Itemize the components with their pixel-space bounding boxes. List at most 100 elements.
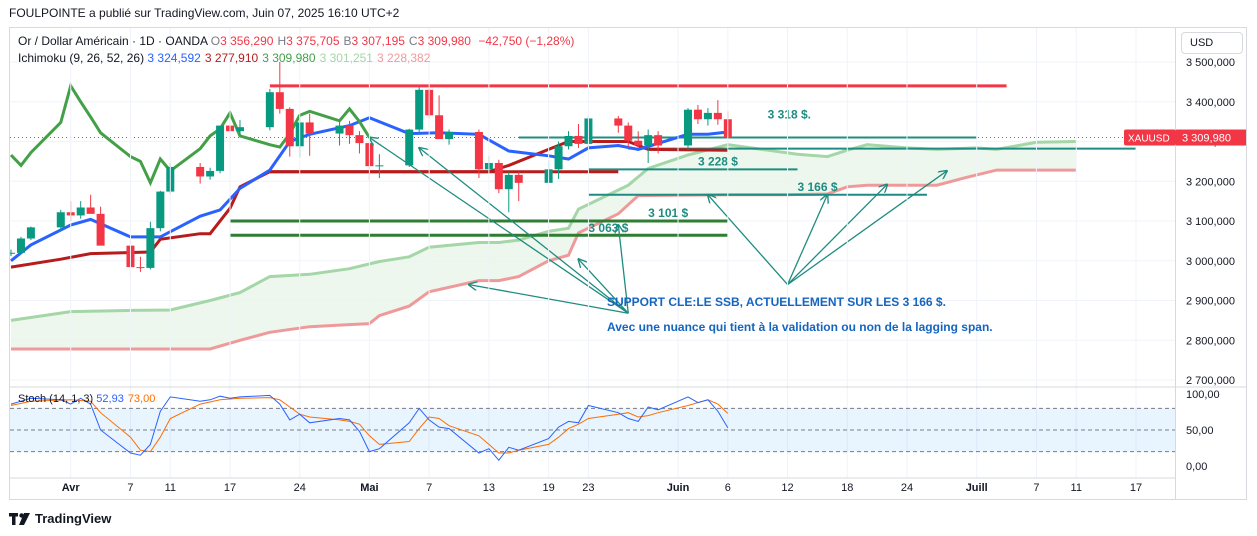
stoch-values: 52,93 73,00 [96, 393, 159, 405]
stoch-k-line [10, 394, 729, 461]
time-tick-label: 24 [901, 482, 913, 494]
candle [435, 95, 444, 140]
annotation-arrow [786, 195, 828, 285]
stoch-label[interactable]: Stoch (14, 1, 3) [18, 393, 94, 405]
time-tick-label: 11 [1071, 482, 1082, 494]
level-label: 3 318 $. [768, 107, 811, 121]
candle [76, 201, 85, 219]
candle-body [703, 112, 712, 120]
candle-body [156, 191, 165, 229]
candle-body [415, 89, 424, 130]
candle [56, 209, 65, 231]
stoch-d-line [10, 397, 729, 454]
candle [494, 159, 503, 194]
candle [16, 236, 25, 255]
time-tick-label: 7 [1033, 482, 1039, 494]
candle [156, 190, 165, 232]
annotation-arrow [369, 138, 629, 314]
candle-body [654, 135, 663, 146]
annotation-arrow [708, 195, 789, 286]
candle-body [713, 112, 722, 120]
senkou-span-a-line [10, 140, 1077, 322]
candle [10, 249, 15, 256]
ohlc-key: H [277, 34, 287, 48]
candle-body [435, 115, 444, 140]
symbol-legend: Or / Dollar Américain · 1D · OANDA O3 35… [18, 34, 574, 48]
annotation-note-2: Avec une nuance qui tient à la validatio… [607, 320, 993, 334]
ichimoku-value: 3 277,910 [204, 51, 259, 65]
candle-body [345, 125, 354, 136]
candle [405, 128, 414, 167]
price-change: −42,750 (−1,28%) [478, 34, 575, 48]
time-tick-label: 19 [542, 482, 554, 494]
candle [206, 167, 215, 180]
candle-body [305, 122, 314, 134]
level-label: 3 228 $ [698, 154, 738, 168]
price-tick-label: 3 100,000 [1186, 216, 1235, 228]
candle [683, 108, 692, 150]
price-tick-label: 3 400,000 [1186, 97, 1235, 109]
candle [265, 89, 274, 131]
ohlc-value: 3 307,195 [351, 34, 405, 48]
tradingview-logo[interactable]: TradingView [9, 511, 111, 526]
ohlc-values: O3 356,290 H3 375,705 B3 307,195 C3 309,980 [211, 34, 475, 48]
candle-body [614, 118, 623, 126]
brand-name: TradingView [35, 511, 112, 526]
candle-body [375, 165, 384, 167]
candle-body [564, 135, 573, 147]
candle-body [683, 109, 692, 146]
price-tick-label: 3 000,000 [1186, 256, 1235, 268]
candle-body [285, 108, 294, 147]
candle [285, 107, 294, 157]
candle-body [445, 131, 454, 140]
candle-body [136, 267, 145, 269]
candle-body [474, 131, 483, 170]
time-tick-label: Juill [966, 482, 988, 494]
published-header: FOULPOINTE a publié sur TradingView.com,… [9, 6, 400, 20]
candle [196, 162, 205, 184]
symbol-tag-bg [1124, 129, 1176, 146]
ohlc-key: B [343, 34, 352, 48]
candle-body [146, 228, 155, 268]
time-tick-label: Juin [667, 482, 690, 494]
currency-button[interactable]: USD [1181, 32, 1243, 54]
candle-body [196, 166, 205, 177]
chart-panel[interactable] [9, 27, 1176, 500]
price-tick-label: 2 800,000 [1186, 335, 1235, 347]
time-tick-label: 12 [781, 482, 793, 494]
last-price-bg [1176, 129, 1246, 146]
annotation-arrow [578, 259, 629, 314]
ichimoku-label[interactable]: Ichimoku (9, 26, 52, 26) [18, 51, 145, 65]
tradingview-logo-icon [9, 512, 30, 525]
ohlc-value: 3 375,705 [286, 34, 340, 48]
price-tick-label: 2 700,000 [1186, 375, 1235, 387]
time-tick-label: 7 [127, 482, 133, 494]
candle [504, 171, 513, 213]
time-tick-label: 7 [426, 482, 432, 494]
candle [235, 120, 244, 135]
price-axis-panel[interactable] [1175, 27, 1247, 500]
candle [96, 206, 105, 246]
time-tick-label: 18 [841, 482, 853, 494]
stoch-tick-label: 0,00 [1186, 461, 1207, 473]
symbol-title[interactable]: Or / Dollar Américain · 1D · OANDA [18, 34, 208, 48]
candle [713, 100, 722, 125]
candle [634, 131, 643, 148]
candle [654, 131, 663, 154]
candle-body [235, 127, 244, 132]
chikou-span-line [10, 82, 371, 187]
time-tick-label: 17 [224, 482, 236, 494]
candle-body [494, 162, 503, 190]
time-tick-label: 17 [1130, 482, 1142, 494]
time-tick-label: 6 [725, 482, 731, 494]
candle-body [644, 135, 653, 146]
ichimoku-value: 3 309,980 [262, 51, 316, 65]
ohlc-key: C [408, 34, 418, 48]
candle-body [355, 135, 364, 144]
stoch-value: 73,00 [127, 393, 156, 405]
annotation-arrow [787, 171, 947, 286]
candle [216, 125, 225, 174]
candle [335, 121, 344, 146]
candle [305, 113, 314, 156]
